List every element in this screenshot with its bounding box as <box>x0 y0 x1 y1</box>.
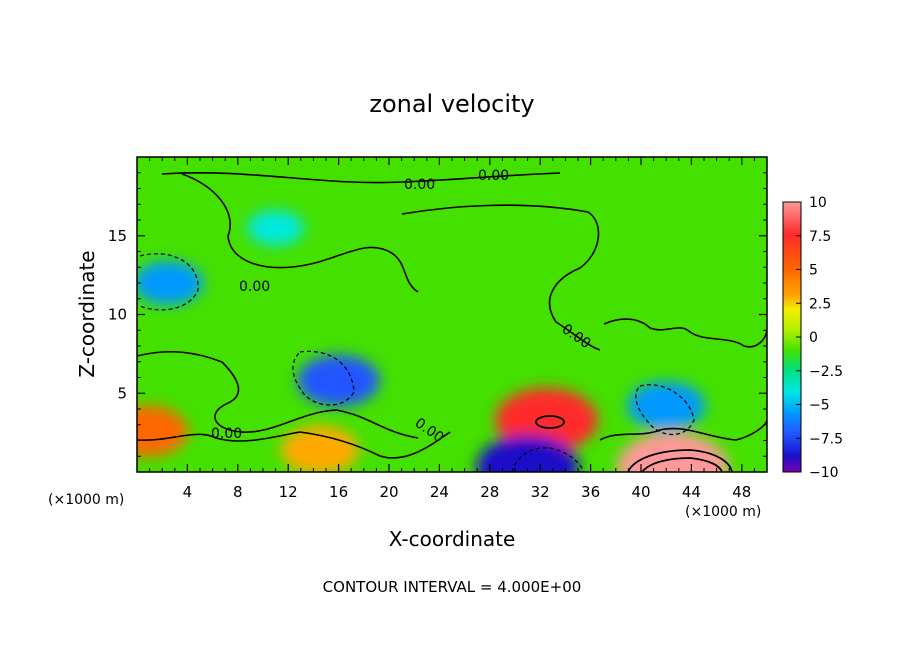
contour-label: 0.00 <box>211 426 242 442</box>
contour-zero-left <box>181 173 419 293</box>
colorbar-tick-label: 5 <box>809 263 818 279</box>
field-feature <box>370 169 408 192</box>
x-tick-label: 36 <box>581 483 600 501</box>
contour-label: 0.00 <box>404 177 435 193</box>
colorbar-tick-label: 0 <box>809 330 818 346</box>
x-tick-label: 12 <box>279 483 298 501</box>
colorbar: 10 7.5 5 2.5 0 −2.5 −5 −7.5 −10 <box>782 195 843 481</box>
x-axis-label: X-coordinate <box>389 527 516 551</box>
x-tick-label: 28 <box>480 483 499 501</box>
x-unit-right: (×1000 m) <box>685 504 761 520</box>
y-tick-label: 15 <box>108 227 127 245</box>
field-blobs <box>137 169 729 472</box>
colorbar-tick-label: 2.5 <box>809 296 831 312</box>
contour-neg-center <box>292 350 355 406</box>
contour-neg-right <box>635 384 695 435</box>
contour-neg-bottom <box>511 447 585 472</box>
field-feature <box>616 432 729 472</box>
contour-label: 0.00 <box>478 168 509 184</box>
contour-interval-note: CONTOUR INTERVAL = 4.000E+00 <box>323 578 582 596</box>
contour-lines <box>137 171 767 459</box>
y-tick-label: 10 <box>108 306 127 324</box>
x-tick-label: 24 <box>430 483 449 501</box>
x-tick-label: 32 <box>531 483 550 501</box>
field-feature <box>247 210 305 246</box>
field-feature <box>627 381 706 431</box>
contour-lines-strong <box>535 415 733 472</box>
contour-lines-dashed <box>139 253 695 472</box>
colorbar-ticks: 10 7.5 5 2.5 0 −2.5 −5 −7.5 −10 <box>796 195 843 481</box>
field-feature <box>137 261 204 305</box>
y-axis: 5 10 15 <box>108 172 767 457</box>
contour-zero-lowright <box>599 419 767 441</box>
x-unit-left: (×1000 m) <box>48 492 124 508</box>
colorbar-tick-label: −2.5 <box>809 364 843 380</box>
colorbar-tick-label: −10 <box>809 465 839 481</box>
colorbar-tick-label: −7.5 <box>809 431 843 447</box>
contour-zero-right <box>603 318 767 348</box>
contour-zero-mid <box>137 350 419 439</box>
field-feature <box>280 425 359 472</box>
colorbar-tick-label: 7.5 <box>809 229 831 245</box>
colorbar-tick-label: −5 <box>809 398 830 414</box>
contour-zero-top <box>401 204 601 351</box>
contour-neg-left <box>139 253 199 311</box>
plot-area <box>137 157 767 472</box>
contour-pos-core <box>535 415 565 429</box>
x-tick-label: 40 <box>631 483 650 501</box>
contour-zero-upper <box>161 171 561 184</box>
x-tick-label: 4 <box>183 483 193 501</box>
x-tick-label: 48 <box>732 483 751 501</box>
contour-label: 0.00 <box>239 279 270 295</box>
field-feature <box>297 355 380 407</box>
x-tick-label: 16 <box>329 483 348 501</box>
y-axis-label: Z-coordinate <box>75 250 99 377</box>
field-feature <box>137 405 189 457</box>
y-tick-label: 5 <box>117 384 127 402</box>
chart-title: zonal velocity <box>369 90 534 118</box>
x-tick-label: 44 <box>682 483 701 501</box>
colorbar-tick-label: 10 <box>809 195 827 211</box>
contour-zero-lower <box>137 431 451 459</box>
contour-pos-bottom-right-inner <box>641 457 723 472</box>
x-tick-label: 20 <box>379 483 398 501</box>
field-feature <box>476 435 579 472</box>
x-tick-label: 8 <box>233 483 243 501</box>
contour-pos-bottom-right <box>627 449 733 472</box>
x-axis: 4 8 12 16 20 24 28 32 36 40 44 48 <box>149 157 755 501</box>
